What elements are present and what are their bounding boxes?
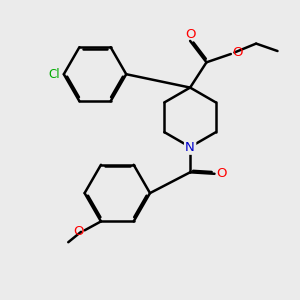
Text: Cl: Cl <box>49 68 60 81</box>
Text: N: N <box>185 140 195 154</box>
Text: O: O <box>232 46 243 59</box>
Text: O: O <box>216 167 226 180</box>
Text: O: O <box>185 28 195 41</box>
Text: O: O <box>73 225 83 238</box>
